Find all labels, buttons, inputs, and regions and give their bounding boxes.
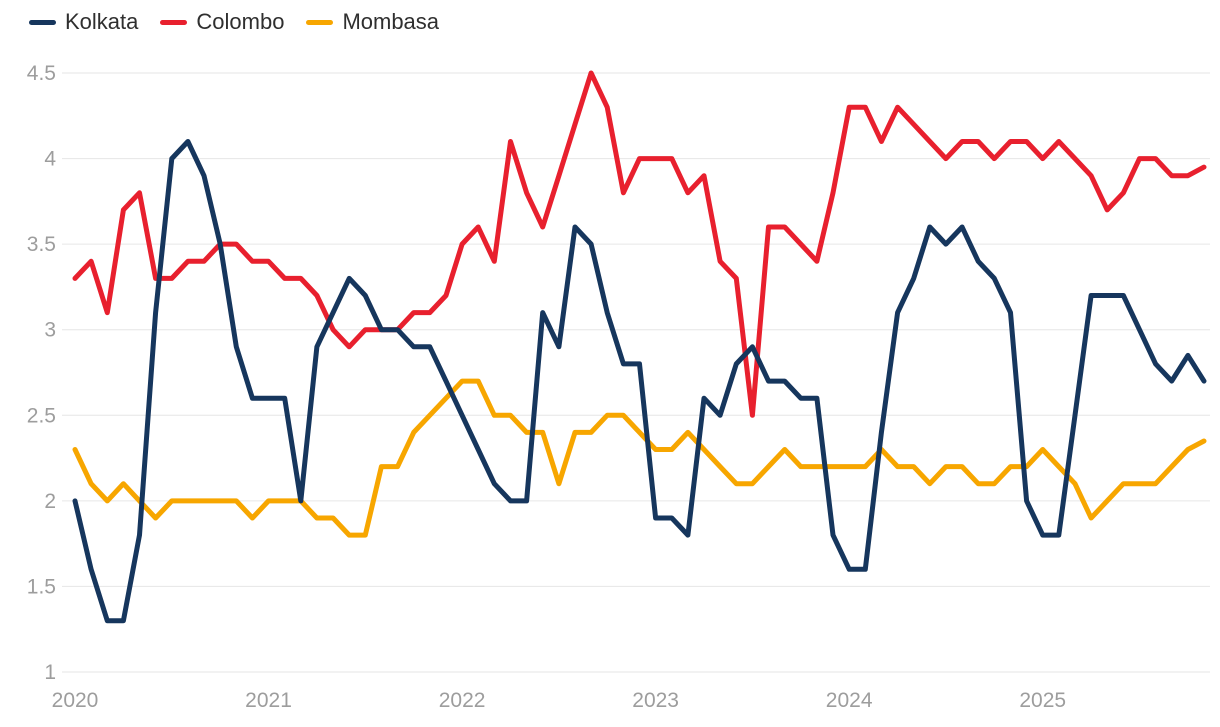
x-tick-label-2025: 2025 [1019,689,1066,712]
y-tick-label-4: 4 [44,148,56,171]
x-tick-label-2022: 2022 [439,689,486,712]
series-line-kolkata [72,139,1207,624]
legend-label-colombo: Colombo [196,9,285,34]
y-tick-label-1: 1 [44,661,56,684]
legend-label-mombasa: Mombasa [342,9,440,34]
legend: Kolkata Colombo Mombasa [29,8,439,36]
legend-swatch-colombo [160,19,188,25]
x-tick-label-2020: 2020 [52,689,99,712]
series-line-colombo [72,70,1207,418]
y-tick-label-3: 3 [44,319,56,342]
legend-item-mombasa: Mombasa [306,8,439,36]
legend-swatch-mombasa [306,19,334,25]
x-tick-label-2023: 2023 [632,689,679,712]
x-tick-label-2024: 2024 [826,689,873,712]
legend-label-kolkata: Kolkata [65,9,139,34]
x-tick-label-2021: 2021 [245,689,292,712]
y-tick-label-3.5: 3.5 [27,233,56,256]
series-line-mombasa [72,378,1207,538]
legend-item-colombo: Colombo [160,8,284,36]
y-tick-label-2: 2 [44,490,56,513]
y-tick-label-4.5: 4.5 [27,62,56,85]
legend-item-kolkata: Kolkata [29,8,138,36]
legend-swatch-kolkata [29,19,56,25]
y-tick-label-2.5: 2.5 [27,404,56,427]
y-tick-label-1.5: 1.5 [27,575,56,598]
